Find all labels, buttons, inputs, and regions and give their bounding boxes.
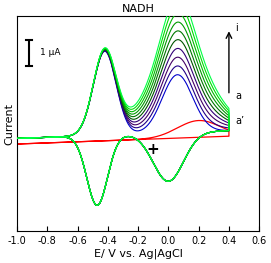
Text: +: + bbox=[147, 142, 160, 157]
Text: i: i bbox=[235, 23, 238, 33]
X-axis label: E/ V vs. Ag|AgCl: E/ V vs. Ag|AgCl bbox=[94, 248, 182, 259]
Y-axis label: Current: Current bbox=[4, 103, 14, 144]
Text: a’: a’ bbox=[235, 116, 244, 126]
Text: a: a bbox=[235, 90, 241, 100]
Text: 1 μA: 1 μA bbox=[40, 48, 60, 57]
Title: NADH: NADH bbox=[122, 4, 154, 14]
